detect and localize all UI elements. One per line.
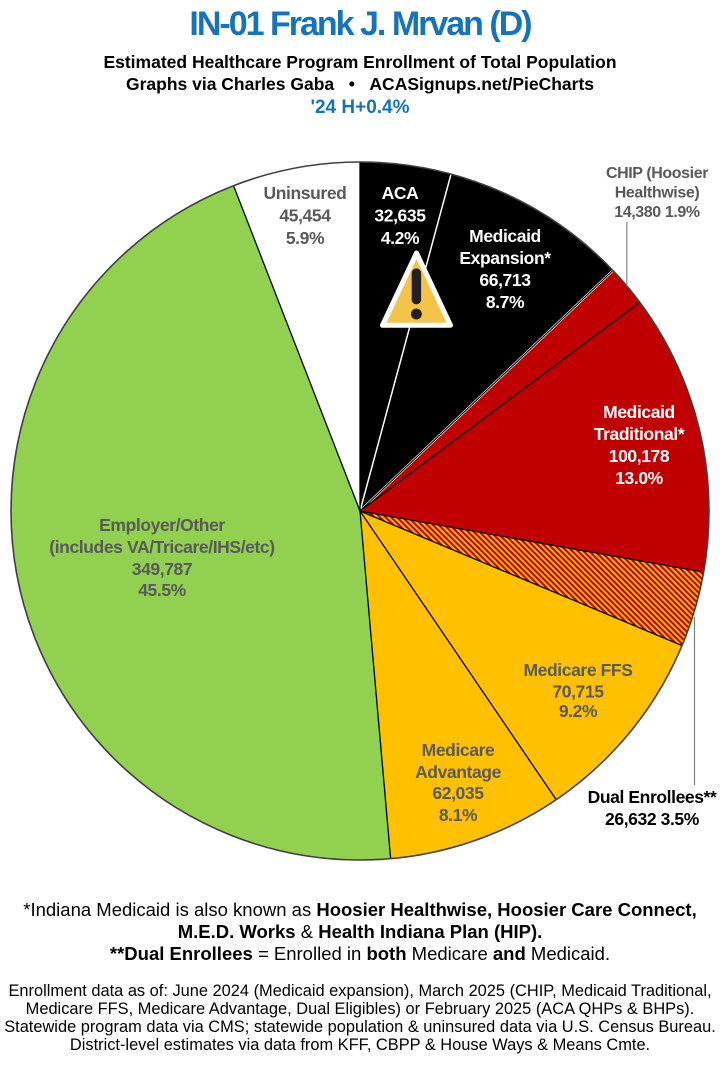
svg-text:Traditional*: Traditional* <box>594 424 685 444</box>
svg-text:14,380 1.9%: 14,380 1.9% <box>614 204 700 221</box>
svg-text:26,632 3.5%: 26,632 3.5% <box>605 809 700 829</box>
svg-text:66,713: 66,713 <box>479 270 531 290</box>
svg-text:Medicaid: Medicaid <box>469 226 541 246</box>
svg-text:CHIP (Hoosier: CHIP (Hoosier <box>606 165 708 182</box>
svg-text:ACA: ACA <box>382 183 419 203</box>
svg-text:8.1%: 8.1% <box>439 805 478 825</box>
svg-text:Medicare: Medicare <box>422 740 495 760</box>
svg-text:100,178: 100,178 <box>609 446 670 466</box>
svg-text:32,635: 32,635 <box>374 206 426 226</box>
svg-text:4.2%: 4.2% <box>381 228 420 248</box>
svg-text:45,454: 45,454 <box>279 206 331 226</box>
svg-text:Advantage: Advantage <box>415 762 502 782</box>
svg-text:Expansion*: Expansion* <box>459 248 551 268</box>
svg-text:Employer/Other: Employer/Other <box>99 515 225 535</box>
svg-text:Uninsured: Uninsured <box>264 183 347 203</box>
svg-text:Dual Enrollees**: Dual Enrollees** <box>588 787 717 807</box>
svg-text:9.2%: 9.2% <box>559 701 598 721</box>
svg-text:349,787: 349,787 <box>132 559 192 579</box>
svg-text:13.0%: 13.0% <box>615 468 663 488</box>
svg-text:62,035: 62,035 <box>432 783 484 803</box>
svg-text:45.5%: 45.5% <box>138 580 186 600</box>
svg-text:5.9%: 5.9% <box>286 228 325 248</box>
svg-text:Medicare FFS: Medicare FFS <box>524 660 633 680</box>
svg-text:8.7%: 8.7% <box>486 292 525 312</box>
svg-text:(includes VA/Tricare/IHS/etc): (includes VA/Tricare/IHS/etc) <box>49 537 274 557</box>
svg-text:70,715: 70,715 <box>552 682 604 702</box>
svg-text:Medicaid: Medicaid <box>603 402 675 422</box>
svg-text:Healthwise): Healthwise) <box>615 185 700 202</box>
